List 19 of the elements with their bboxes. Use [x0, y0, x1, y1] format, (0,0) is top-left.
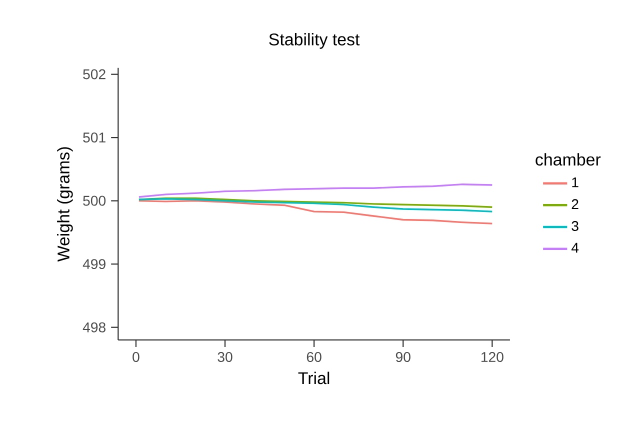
y-tick-label: 500 [83, 196, 106, 206]
x-tick-label: 30 [218, 352, 232, 362]
y-tick-label: 502 [83, 69, 106, 80]
x-tick-label: 90 [396, 352, 410, 362]
y-tick-label: 498 [82, 322, 106, 332]
legend-label: 4 [571, 242, 579, 253]
chart-title: Stability test [269, 32, 360, 49]
y-tick-label: 501 [83, 132, 106, 142]
line-series [138, 200, 494, 224]
legend-label: 3 [572, 220, 578, 231]
x-tick-label: 60 [306, 352, 322, 362]
legend-label: 1 [572, 177, 578, 188]
legend-label: 2 [572, 199, 578, 209]
y-tick-label: 499 [82, 258, 106, 269]
x-tick-label: 120 [481, 352, 504, 362]
legend-title: chamber [536, 153, 601, 166]
y-axis-title: Weight (grams) [57, 147, 73, 262]
x-tick-label: 0 [132, 352, 140, 362]
x-axis-title: Trial [298, 372, 330, 384]
